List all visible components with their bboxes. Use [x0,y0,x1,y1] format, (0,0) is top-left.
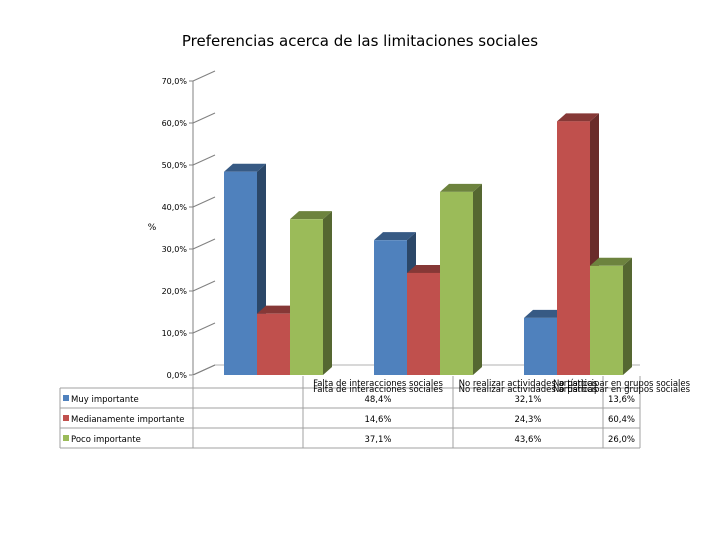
bar-top [257,305,299,314]
bar-top [524,309,566,318]
y-tick-label: 70,0% [162,77,188,86]
data-label: 26,0% [608,435,635,445]
legend-label: Poco importante [71,435,141,445]
bar-top [290,211,332,220]
category-label-shadow: Falta de interacciones sociales [313,385,443,395]
gridline-diagonal [192,112,216,124]
bar [374,240,407,375]
y-tick-label: 0,0% [167,371,188,380]
bar [524,317,557,375]
legend-key [63,395,69,401]
y-axis-label: % [148,223,157,233]
bar-top [224,163,266,172]
bar [224,171,257,375]
data-label: 60,4% [608,415,635,425]
bar [590,265,623,375]
bar [290,219,323,375]
gridline-diagonal [192,70,216,82]
gridline-diagonal [192,196,216,208]
gridline-diagonal [192,280,216,292]
data-label: 48,4% [364,395,391,405]
category-label-shadow: No realizar actividades artísticas [459,385,598,395]
y-tick-label: 40,0% [162,203,188,212]
legend-key [63,415,69,421]
bar-top [374,232,416,241]
data-label: 37,1% [364,435,391,445]
y-tick-label: 20,0% [162,287,188,296]
category-label: No realizar actividades artísticas [459,379,598,389]
y-tick-label: 10,0% [162,329,188,338]
y-tick-label: 50,0% [162,161,188,170]
bar-top [557,113,599,122]
bar-side [323,211,332,375]
category-label-shadow: No participar en grupos sociales [553,385,691,395]
data-label: 24,3% [514,415,541,425]
gridline-diagonal [192,238,216,250]
bar [440,191,473,375]
chart-title: Preferencias acerca de las limitaciones … [181,32,539,50]
legend-label: Medianamente importante [71,415,185,425]
gridline-diagonal [192,154,216,166]
bar-side [473,183,482,375]
y-tick-label: 30,0% [162,245,188,254]
data-label: 14,6% [364,415,391,425]
bar [257,313,290,375]
bar [557,121,590,375]
legend-key [63,435,69,441]
bar-top [590,257,632,266]
gridline-diagonal [192,322,216,334]
legend-label: Muy importante [71,395,139,405]
bars [224,113,632,375]
floor-edge [192,364,216,376]
bar [407,272,440,375]
category-label: Falta de interacciones sociales [313,379,443,389]
category-label: No participar en grupos sociales [553,379,691,389]
bar-top [407,264,449,273]
data-label: 32,1% [514,395,541,405]
y-tick-label: 60,0% [162,119,188,128]
bar-top [440,183,482,192]
bar-side [623,257,632,375]
data-label: 13,6% [608,395,635,405]
data-label: 43,6% [514,435,541,445]
